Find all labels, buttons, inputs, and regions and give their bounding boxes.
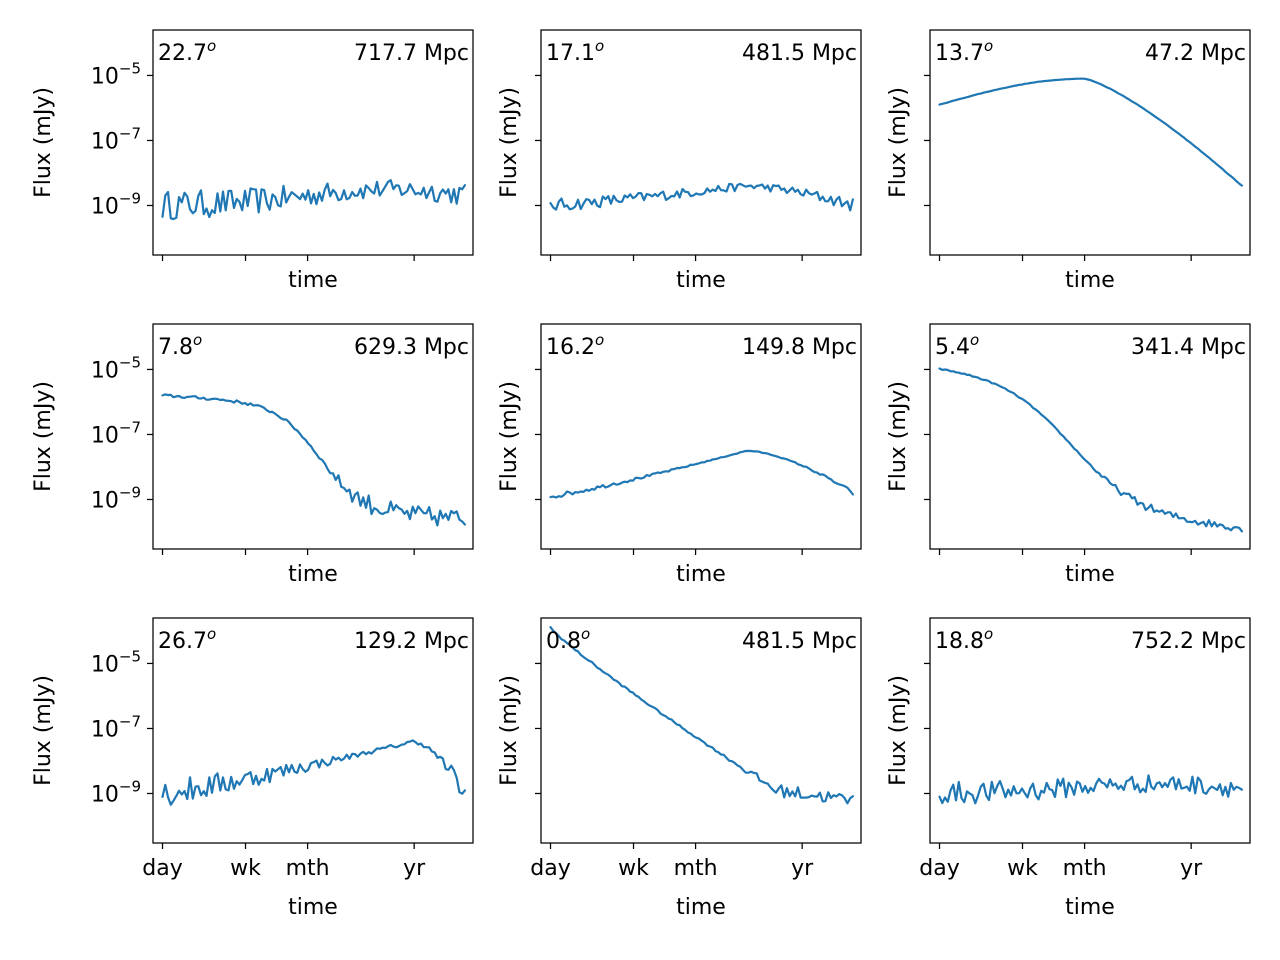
y-axis-label: Flux (mJy): [497, 87, 522, 198]
x-tick-label-wk: wk: [1007, 856, 1038, 881]
x-axis-label: time: [1065, 895, 1115, 920]
plot-frame: [929, 617, 1251, 844]
plot-frame: [929, 29, 1251, 256]
angle-annotation: 13.7o: [935, 37, 993, 66]
distance-annotation: 47.2 Mpc: [1145, 41, 1246, 66]
y-tick-label: 10−7: [91, 418, 141, 448]
series-line-panel-2: [549, 182, 855, 212]
y-tick-label: 10−9: [91, 777, 141, 807]
angle-annotation: 18.8o: [935, 625, 993, 654]
x-axis-label: time: [288, 268, 338, 293]
panel-1: 10−5 10−7 10−9 time Flux (mJy) 22.7o 717.7 Mpc: [31, 29, 474, 293]
x-tick-label-day: day: [142, 856, 182, 881]
distance-annotation: 481.5 Mpc: [742, 41, 857, 66]
x-axis-label: time: [288, 895, 338, 920]
y-axis-label: Flux (mJy): [886, 381, 911, 492]
series-line-panel-1: [161, 179, 466, 221]
distance-annotation: 149.8 Mpc: [742, 335, 857, 360]
angle-annotation: 26.7o: [158, 625, 216, 654]
series-line-panel-5: [549, 449, 855, 499]
x-tick-label-yr: yr: [1180, 856, 1203, 881]
series-line-panel-3: [938, 77, 1244, 187]
plot-frame: [540, 617, 862, 844]
series-line-panel-4: [161, 393, 466, 527]
angle-annotation: 17.1o: [546, 37, 604, 66]
x-tick-label-wk: wk: [618, 856, 649, 881]
series-line-panel-9: [938, 774, 1244, 805]
y-tick-label: 10−5: [91, 647, 141, 677]
distance-annotation: 717.7 Mpc: [354, 41, 469, 66]
y-tick-label: 10−5: [91, 353, 141, 383]
y-axis-label: Flux (mJy): [886, 675, 911, 786]
distance-annotation: 752.2 Mpc: [1131, 629, 1246, 654]
angle-annotation: 0.8o: [546, 625, 590, 654]
panel-2: time Flux (mJy) 17.1o 481.5 Mpc: [497, 29, 862, 293]
y-axis-label: Flux (mJy): [886, 87, 911, 198]
y-tick-label: 10−9: [91, 189, 141, 219]
plot-frame: [929, 323, 1251, 550]
x-tick-label-day: day: [919, 856, 959, 881]
plot-frame: [540, 323, 862, 550]
plot-frame: [540, 29, 862, 256]
series-line-panel-7: [161, 739, 466, 806]
x-tick-label-yr: yr: [403, 856, 426, 881]
y-axis-label: Flux (mJy): [497, 675, 522, 786]
x-tick-label-yr: yr: [791, 856, 814, 881]
panel-6: time Flux (mJy) 5.4o 341.4 Mpc: [886, 323, 1251, 587]
distance-annotation: 481.5 Mpc: [742, 629, 857, 654]
x-tick-label-wk: wk: [230, 856, 261, 881]
distance-annotation: 129.2 Mpc: [354, 629, 469, 654]
x-axis-label: time: [676, 562, 726, 587]
panel-4: 10−5 10−7 10−9 time Flux (mJy) 7.8o 629.3 Mpc: [31, 323, 474, 587]
y-tick-label: 10−5: [91, 59, 141, 89]
x-axis-label: time: [288, 562, 338, 587]
panel-9: day wk mth yr time Flux (mJy) 18.8o 752.2 Mpc: [886, 617, 1251, 920]
angle-annotation: 22.7o: [158, 37, 216, 66]
y-axis-label: Flux (mJy): [31, 675, 56, 786]
y-axis-label: Flux (mJy): [31, 87, 56, 198]
distance-annotation: 629.3 Mpc: [354, 335, 469, 360]
x-tick-label-mth: mth: [674, 856, 718, 881]
x-tick-label-day: day: [530, 856, 570, 881]
panel-8: day wk mth yr time Flux (mJy) 0.8o 481.5 Mpc: [497, 617, 862, 920]
series-line-panel-6: [938, 367, 1244, 533]
distance-annotation: 341.4 Mpc: [1131, 335, 1246, 360]
plot-frame: [152, 323, 474, 550]
series-line-panel-8: [549, 626, 855, 805]
x-axis-label: time: [1065, 268, 1115, 293]
plot-frame: [152, 617, 474, 844]
x-axis-label: time: [676, 268, 726, 293]
panel-5: time Flux (mJy) 16.2o 149.8 Mpc: [497, 323, 862, 587]
angle-annotation: 7.8o: [158, 331, 202, 360]
x-tick-label-mth: mth: [286, 856, 330, 881]
y-axis-label: Flux (mJy): [497, 381, 522, 492]
x-axis-label: time: [676, 895, 726, 920]
y-tick-label: 10−7: [91, 124, 141, 154]
x-tick-label-mth: mth: [1063, 856, 1107, 881]
angle-annotation: 16.2o: [546, 331, 604, 360]
y-tick-label: 10−9: [91, 483, 141, 513]
x-axis-label: time: [1065, 562, 1115, 587]
y-axis-label: Flux (mJy): [31, 381, 56, 492]
panel-7: 10−5 10−7 10−9 day wk mth yr time Flux (mJy) 26.7…: [31, 617, 474, 920]
plot-frame: [152, 29, 474, 256]
y-tick-label: 10−7: [91, 712, 141, 742]
angle-annotation: 5.4o: [935, 331, 979, 360]
panel-3: time Flux (mJy) 13.7o 47.2 Mpc: [886, 29, 1251, 293]
